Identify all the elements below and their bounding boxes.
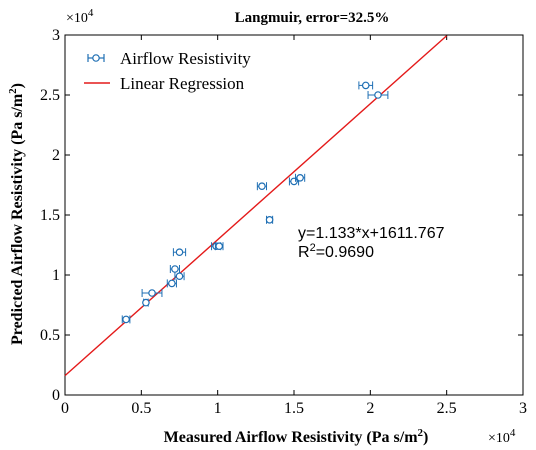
x-axis-label: Measured Airflow Resistivity (Pa s/m2) (164, 427, 429, 446)
data-point-marker (361, 81, 370, 90)
data-point (295, 173, 306, 182)
data-point (174, 272, 185, 281)
data-point-marker (175, 272, 184, 281)
data-point (265, 215, 274, 224)
data-point-marker (175, 248, 184, 257)
data-point-marker (290, 177, 298, 186)
y-tick-label: 2.5 (40, 87, 60, 104)
data-point-marker (374, 91, 382, 99)
data-point (256, 182, 268, 191)
data-point-marker (168, 279, 176, 288)
data-point (166, 279, 177, 288)
data-points-series (121, 81, 389, 324)
x-tick-label: 2 (366, 400, 374, 417)
y-tick-label: 3 (52, 27, 60, 44)
regression-equation: y=1.133*x+1611.767 (298, 225, 445, 242)
y-tick-label: 0.5 (40, 327, 60, 344)
data-point-marker (265, 216, 274, 224)
x-axis-multiplier: ×104 (488, 427, 516, 446)
data-point (358, 81, 374, 90)
data-point (367, 91, 389, 99)
chart-title: Langmuir, error=32.5% (235, 10, 390, 26)
data-point-marker (122, 315, 130, 324)
r-squared-annotation: R2=0.9690 (298, 242, 374, 261)
data-point (169, 265, 180, 273)
y-tick-label: 1.5 (40, 207, 60, 224)
data-point (142, 298, 150, 307)
legend-label-linear-regression: Linear Regression (120, 74, 245, 93)
data-point (121, 315, 131, 324)
data-point-marker (148, 289, 156, 297)
x-tick-label: 1 (214, 400, 222, 417)
x-tick-label: 0 (61, 400, 69, 417)
x-tick-label: 1.5 (284, 400, 304, 417)
data-point (214, 242, 224, 251)
data-point-marker (171, 265, 179, 273)
legend: Airflow Resistivity Linear Regression (84, 49, 251, 93)
y-tick-label: 0 (52, 387, 60, 404)
data-point-marker (142, 298, 150, 307)
y-tick-labels: 0 0.5 1 1.5 2 2.5 3 (40, 27, 60, 404)
data-point-marker (258, 182, 266, 191)
x-tick-label: 0.5 (131, 400, 151, 417)
y-tick-label: 1 (52, 267, 60, 284)
y-axis-multiplier: ×104 (66, 7, 94, 26)
data-point (172, 248, 187, 257)
legend-label-airflow-resistivity: Airflow Resistivity (120, 49, 251, 68)
y-tick-label: 2 (52, 147, 60, 164)
data-point (141, 289, 163, 297)
x-tick-label: 3 (519, 400, 527, 417)
x-tick-label: 2.5 (437, 400, 457, 417)
x-tick-labels: 0 0.5 1 1.5 2 2.5 3 (61, 400, 527, 417)
data-point-marker (215, 242, 223, 251)
y-axis-label: Predicted Airflow Resistivity (Pa s/m2) (7, 83, 26, 345)
data-point-marker (296, 174, 304, 182)
legend-marker-airflow-resistivity (87, 54, 105, 62)
